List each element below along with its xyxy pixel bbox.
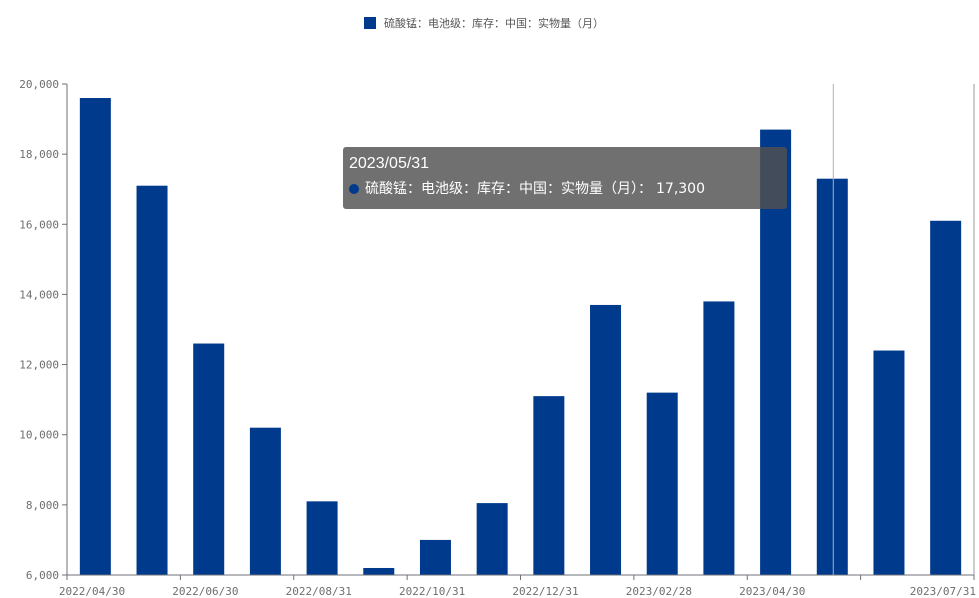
y-tick-label: 14,000 — [19, 288, 59, 301]
bar-2023-05-31[interactable] — [816, 178, 848, 575]
tooltip-date: 2023/05/31 — [349, 155, 430, 172]
y-tick-label: 8,000 — [26, 499, 59, 512]
tooltip-row: 硫酸锰：电池级：库存：中国：实物量（月）： 17,300 — [349, 178, 781, 200]
bar-2022-12-31[interactable] — [533, 396, 565, 575]
x-tick-label: 2023/04/30 — [739, 585, 805, 598]
tooltip-series-label: 硫酸锰：电池级：库存：中国：实物量（月）： — [365, 181, 652, 197]
y-tick-label: 20,000 — [19, 78, 59, 91]
x-tick-label: 2022/06/30 — [172, 585, 238, 598]
bar-2023-07-31[interactable] — [930, 220, 962, 575]
bar-2022-07-31[interactable] — [249, 427, 281, 575]
y-axis: 6,000 8,000 10,000 12,000 14,000 16,000 18,000… — [19, 78, 68, 582]
bar-2022-10-31[interactable] — [419, 539, 451, 575]
bar-2023-03-31[interactable] — [703, 301, 735, 575]
bar-2023-06-30[interactable] — [873, 350, 905, 575]
bar-2022-04-30[interactable] — [79, 98, 111, 576]
bar-2022-09-30[interactable] — [363, 567, 395, 575]
bar-2022-11-30[interactable] — [476, 503, 508, 575]
bar-2022-06-30[interactable] — [193, 343, 225, 575]
x-tick-label: 2022/12/31 — [512, 585, 578, 598]
y-tick-label: 6,000 — [26, 569, 59, 582]
tooltip-series-dot — [349, 184, 359, 194]
x-tick-label: 2023/07/31 — [910, 585, 976, 598]
y-tick-label: 12,000 — [19, 359, 59, 372]
bar-2023-02-28[interactable] — [646, 392, 678, 575]
legend[interactable]: 硫酸锰：电池级：库存：中国：实物量（月） — [364, 16, 604, 30]
tooltip-value: 17,300 — [656, 181, 705, 197]
x-tick-label: 2023/02/28 — [626, 585, 692, 598]
y-tick-label: 16,000 — [19, 218, 59, 231]
tooltip: 2023/05/31 硫酸锰：电池级：库存：中国：实物量（月）： 17,300 — [343, 147, 787, 209]
bars — [79, 98, 962, 576]
legend-swatch — [364, 17, 376, 29]
y-tick-label: 10,000 — [19, 429, 59, 442]
bar-2023-01-31[interactable] — [590, 304, 622, 575]
legend-label: 硫酸锰：电池级：库存：中国：实物量（月） — [384, 16, 604, 30]
bar-2022-05-31[interactable] — [136, 185, 168, 575]
x-tick-label: 2022/08/31 — [286, 585, 352, 598]
x-tick-label: 2022/04/30 — [59, 585, 125, 598]
x-tick-label: 2022/10/31 — [399, 585, 465, 598]
y-tick-label: 18,000 — [19, 148, 59, 161]
x-axis: 2022/04/30 2022/06/30 2022/08/31 2022/10/31… — [59, 84, 976, 598]
bar-2022-08-31[interactable] — [306, 501, 338, 575]
